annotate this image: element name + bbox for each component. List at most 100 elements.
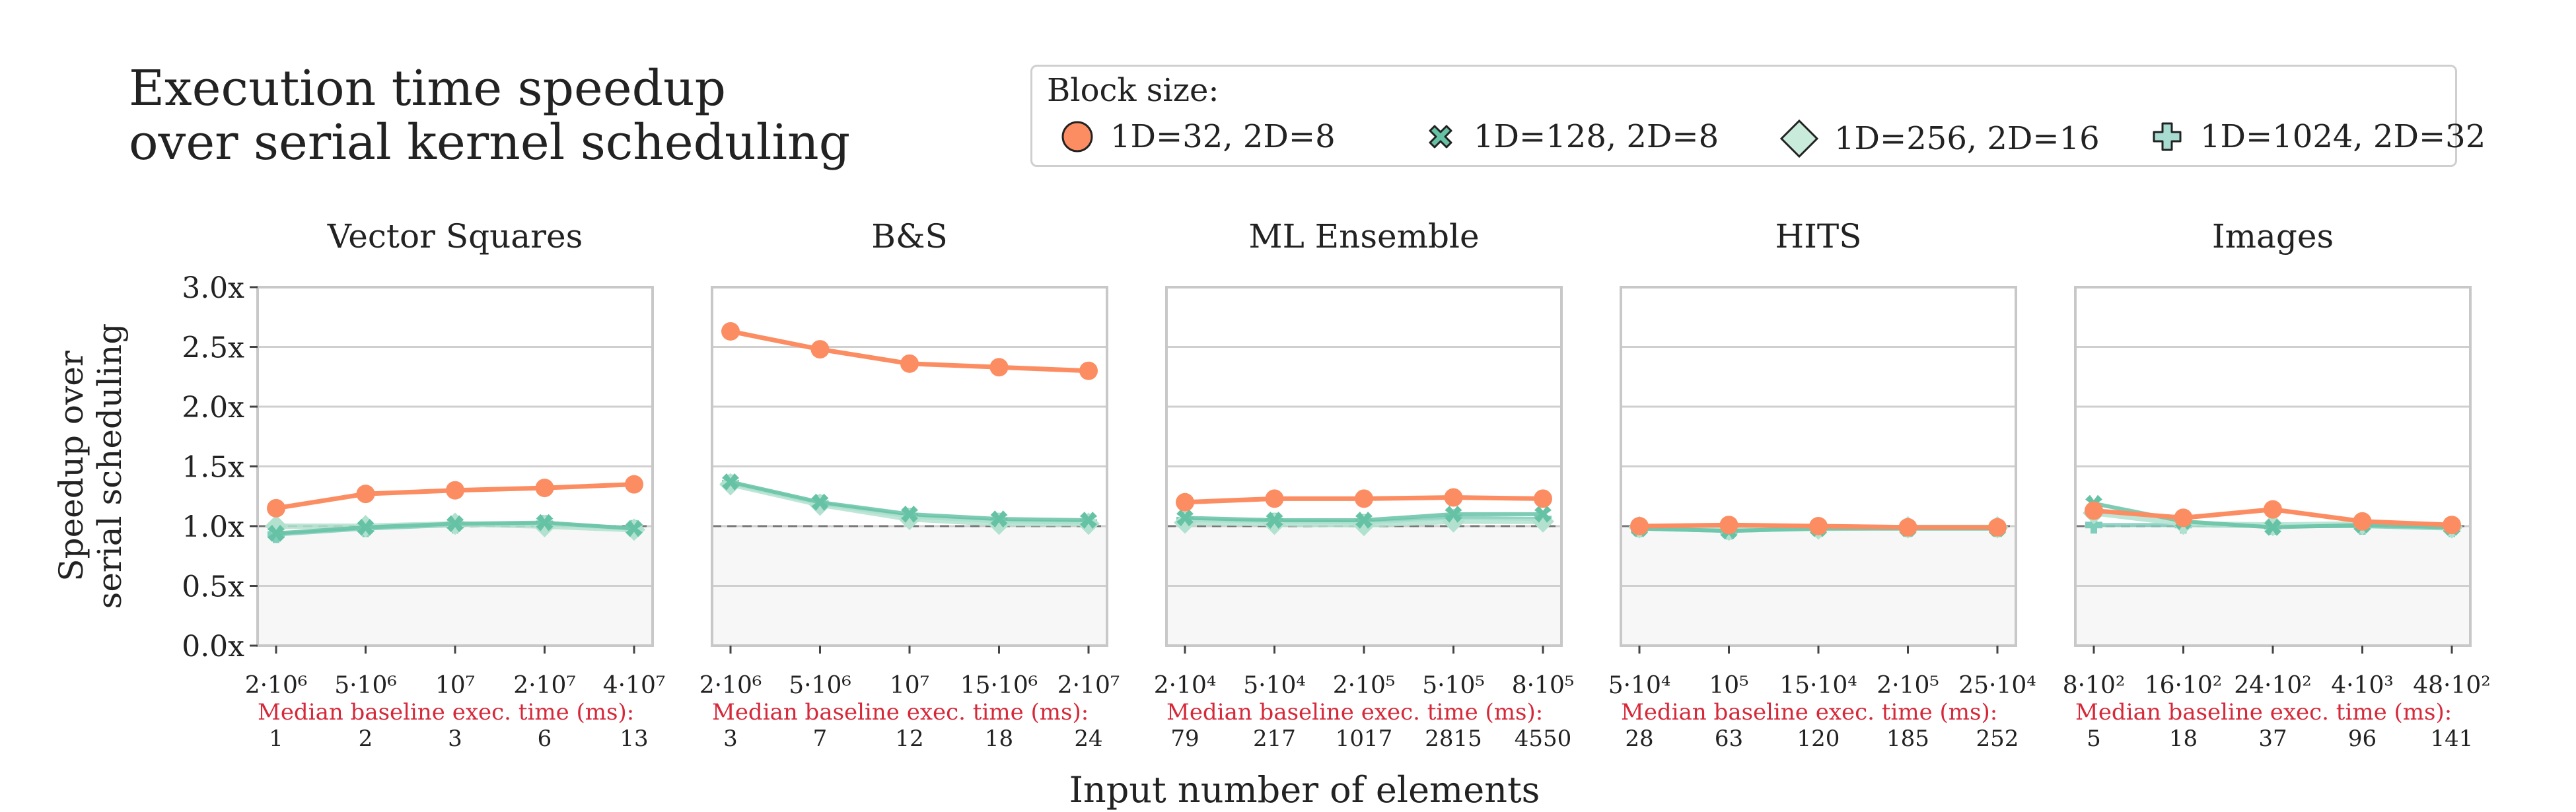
data-point <box>722 473 739 491</box>
data-point <box>1988 518 2007 537</box>
legend-label: 1D=128, 2D=8 <box>1474 118 1719 155</box>
panel-title: B&S <box>871 217 948 255</box>
x-tick-label: 2·10⁷ <box>1057 672 1120 699</box>
x-tick-label: 10⁷ <box>890 672 929 699</box>
data-point <box>1534 505 1552 523</box>
legend-title: Block size: <box>1047 72 1219 109</box>
y-tick-label: 1.5x <box>182 451 244 485</box>
chart-panel: Images 8·10² 16·10² 24·10² 4·10³ 48·10²Median… <box>2063 217 2491 752</box>
baseline-label: Median baseline exec. time (ms): <box>258 699 634 726</box>
baseline-value: 3 <box>723 726 738 752</box>
baseline-value: 28 <box>1625 726 1653 752</box>
data-point <box>626 520 643 537</box>
x-tick-label: 25·10⁴ <box>1958 672 2036 699</box>
x-tick-label: 5·10⁵ <box>1422 672 1485 699</box>
x-tick-label: 24·10² <box>2234 672 2312 699</box>
baseline-value: 217 <box>1253 726 1296 752</box>
x-tick-label: 48·10² <box>2413 672 2491 699</box>
baseline-value: 3 <box>448 726 462 752</box>
baseline-value: 5 <box>2087 726 2101 752</box>
data-point <box>810 340 830 359</box>
data-point <box>1719 516 1738 535</box>
data-point <box>1630 517 1649 535</box>
data-point <box>1898 518 1917 537</box>
y-axis-label-line: Speedup over <box>52 351 90 581</box>
panel-title: HITS <box>1775 217 1862 255</box>
legend-entry-1d32: 1D=32, 2D=8 <box>1059 118 1336 155</box>
legend-entry-1d1024: 1D=1024, 2D=32 <box>2149 118 2486 155</box>
data-point <box>1534 489 1552 508</box>
x-marker-icon <box>1429 125 1452 149</box>
x-tick-label: 2·10⁵ <box>1877 672 1939 699</box>
x-tick-label: 5·10⁶ <box>789 672 851 699</box>
x-tick-label: 5·10⁴ <box>1243 672 1306 699</box>
circle-marker-icon <box>1061 121 1093 152</box>
data-point <box>536 514 554 531</box>
data-point <box>900 354 919 373</box>
data-point <box>1265 489 1284 508</box>
x-tick-label: 2·10⁶ <box>245 672 308 699</box>
x-tick-label: 10⁵ <box>1709 672 1748 699</box>
x-tick-label: 5·10⁶ <box>334 672 397 699</box>
baseline-label: Median baseline exec. time (ms): <box>712 699 1089 726</box>
y-tick-label: 2.5x <box>182 331 244 365</box>
baseline-value: 120 <box>1797 726 1840 752</box>
data-point <box>2264 500 2282 519</box>
legend-label: 1D=256, 2D=16 <box>1834 120 2100 157</box>
data-point <box>2443 516 2461 535</box>
legend-label: 1D=32, 2D=8 <box>1110 118 1336 155</box>
x-tick-label: 2·10⁴ <box>1154 672 1217 699</box>
y-tick-label: 1.0x <box>182 510 244 544</box>
baseline-value: 18 <box>985 726 1013 752</box>
baseline-value: 1017 <box>1336 726 1393 752</box>
x-axis-label: Input number of elements <box>1069 769 1540 811</box>
x-tick-label: 4·10⁷ <box>603 672 666 699</box>
diamond-marker-icon <box>1779 119 1819 158</box>
y-axis-label: Speedup overserial scheduling <box>52 323 129 609</box>
panel-title: Images <box>2212 217 2334 255</box>
data-point <box>990 510 1008 528</box>
data-point <box>625 475 643 494</box>
y-tick-label: 0.0x <box>182 630 244 663</box>
x-tick-label: 10⁷ <box>435 672 475 699</box>
data-point <box>2085 501 2103 520</box>
y-tick-label: 3.0x <box>182 271 244 305</box>
x-tick-label: 15·10⁶ <box>960 672 1038 699</box>
baseline-value: 4550 <box>1515 726 1572 752</box>
legend-label: 1D=1024, 2D=32 <box>2200 118 2486 155</box>
data-point <box>2174 508 2193 527</box>
baseline-value: 6 <box>538 726 552 752</box>
baseline-value: 96 <box>2348 726 2377 752</box>
panel-title: Vector Squares <box>327 217 583 255</box>
data-point <box>357 518 375 536</box>
data-point <box>1266 511 1283 529</box>
data-point <box>535 479 554 498</box>
chart-panel: ML Ensemble 2·10⁴ 5·10⁴ 2·10⁵ 5·10⁵ 8·10⁵Medi… <box>1154 217 1575 752</box>
data-point <box>989 358 1009 377</box>
figure-title-line-2: over serial kernel scheduling <box>129 114 851 171</box>
baseline-value: 12 <box>895 726 923 752</box>
baseline-value: 18 <box>2169 726 2198 752</box>
baseline-value: 13 <box>620 726 648 752</box>
data-point <box>446 481 464 500</box>
panel-title: ML Ensemble <box>1248 217 1479 255</box>
x-tick-label: 2·10⁵ <box>1333 672 1396 699</box>
data-point <box>1355 511 1373 529</box>
baseline-value: 252 <box>1976 726 2019 752</box>
baseline-value: 37 <box>2258 726 2287 752</box>
legend-entry-1d128: 1D=128, 2D=8 <box>1422 118 1719 155</box>
baseline-label: Median baseline exec. time (ms): <box>1166 699 1543 726</box>
baseline-value: 2815 <box>1425 726 1482 752</box>
data-point <box>267 498 285 518</box>
baseline-value: 2 <box>359 726 373 752</box>
baseline-value: 1 <box>269 726 283 752</box>
baseline-label: Median baseline exec. time (ms): <box>2075 699 2452 726</box>
x-tick-label: 8·10⁵ <box>1512 672 1575 699</box>
data-point <box>2353 512 2372 531</box>
data-point <box>1080 511 1097 529</box>
chart-panel: Vector Squares 2·10⁶ 5·10⁶ 10⁷ 2·10⁷ 4·10⁷Med… <box>182 217 665 752</box>
data-point <box>1176 492 1194 512</box>
data-point <box>811 493 829 511</box>
legend: Block size: 1D=32, 2D=8 1D=128, 2D=8 1D=… <box>1030 65 2486 167</box>
